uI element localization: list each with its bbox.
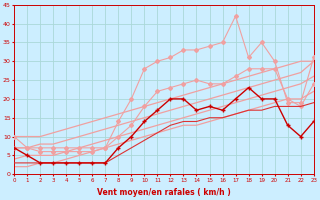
X-axis label: Vent moyen/en rafales ( km/h ): Vent moyen/en rafales ( km/h ) <box>97 188 231 197</box>
